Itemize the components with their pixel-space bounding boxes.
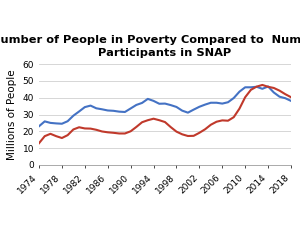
Participants in SNAP	[243, 96, 247, 98]
Participants in SNAP	[261, 84, 264, 86]
People in Poverty	[54, 122, 58, 125]
Participants in SNAP	[37, 142, 41, 144]
Participants in SNAP	[180, 133, 184, 136]
Participants in SNAP	[186, 135, 190, 137]
People in Poverty	[215, 101, 218, 104]
Participants in SNAP	[106, 131, 110, 134]
People in Poverty	[123, 111, 127, 113]
Participants in SNAP	[158, 119, 161, 122]
People in Poverty	[77, 110, 81, 113]
Participants in SNAP	[140, 121, 144, 124]
People in Poverty	[238, 90, 241, 93]
People in Poverty	[272, 91, 276, 94]
People in Poverty	[60, 122, 64, 125]
Participants in SNAP	[66, 134, 69, 136]
Participants in SNAP	[43, 135, 46, 138]
People in Poverty	[163, 102, 167, 105]
Participants in SNAP	[169, 126, 172, 128]
People in Poverty	[249, 86, 253, 89]
Line: Participants in SNAP: Participants in SNAP	[39, 85, 291, 143]
Participants in SNAP	[175, 130, 178, 133]
People in Poverty	[266, 85, 270, 88]
Participants in SNAP	[249, 88, 253, 91]
People in Poverty	[169, 104, 172, 106]
Participants in SNAP	[238, 107, 241, 110]
Line: People in Poverty: People in Poverty	[39, 87, 291, 126]
People in Poverty	[83, 106, 87, 109]
People in Poverty	[72, 114, 75, 117]
People in Poverty	[186, 111, 190, 114]
Participants in SNAP	[100, 130, 104, 133]
People in Poverty	[89, 104, 92, 107]
People in Poverty	[140, 101, 144, 104]
People in Poverty	[112, 109, 115, 112]
Participants in SNAP	[123, 132, 127, 135]
Participants in SNAP	[192, 134, 195, 137]
People in Poverty	[117, 110, 121, 113]
People in Poverty	[37, 125, 41, 128]
People in Poverty	[232, 97, 236, 99]
People in Poverty	[129, 107, 132, 110]
People in Poverty	[220, 102, 224, 105]
Participants in SNAP	[49, 132, 52, 135]
People in Poverty	[198, 105, 201, 108]
People in Poverty	[49, 122, 52, 124]
Participants in SNAP	[83, 127, 87, 130]
People in Poverty	[135, 104, 138, 106]
Y-axis label: Millions of People: Millions of People	[7, 69, 17, 160]
Participants in SNAP	[163, 121, 167, 123]
People in Poverty	[289, 100, 293, 102]
Participants in SNAP	[255, 85, 258, 88]
Participants in SNAP	[60, 137, 64, 139]
People in Poverty	[152, 100, 155, 102]
People in Poverty	[43, 120, 46, 123]
People in Poverty	[192, 108, 195, 111]
Participants in SNAP	[152, 117, 155, 120]
Participants in SNAP	[289, 96, 293, 98]
Participants in SNAP	[272, 87, 276, 89]
People in Poverty	[261, 87, 264, 90]
People in Poverty	[209, 101, 213, 104]
Participants in SNAP	[278, 89, 281, 92]
People in Poverty	[106, 109, 110, 112]
Participants in SNAP	[215, 120, 218, 123]
Participants in SNAP	[209, 123, 213, 126]
Participants in SNAP	[112, 131, 115, 134]
Participants in SNAP	[198, 131, 201, 134]
People in Poverty	[243, 86, 247, 89]
Participants in SNAP	[94, 128, 98, 131]
People in Poverty	[180, 109, 184, 112]
People in Poverty	[66, 120, 69, 123]
Participants in SNAP	[284, 93, 287, 95]
Participants in SNAP	[220, 119, 224, 122]
Participants in SNAP	[54, 135, 58, 138]
Participants in SNAP	[77, 126, 81, 129]
People in Poverty	[255, 85, 258, 88]
People in Poverty	[175, 106, 178, 108]
People in Poverty	[284, 97, 287, 100]
Participants in SNAP	[146, 119, 150, 122]
Participants in SNAP	[226, 119, 230, 122]
Participants in SNAP	[266, 85, 270, 88]
Participants in SNAP	[89, 127, 92, 130]
People in Poverty	[278, 95, 281, 98]
Participants in SNAP	[72, 128, 75, 131]
People in Poverty	[146, 98, 150, 100]
Participants in SNAP	[135, 125, 138, 128]
Participants in SNAP	[117, 132, 121, 135]
People in Poverty	[100, 108, 104, 111]
Participants in SNAP	[203, 128, 207, 131]
People in Poverty	[94, 107, 98, 110]
People in Poverty	[203, 103, 207, 106]
Title: Number of People in Poverty Compared to  Number of
Participants in SNAP: Number of People in Poverty Compared to …	[0, 35, 300, 58]
Participants in SNAP	[232, 116, 236, 119]
People in Poverty	[226, 101, 230, 104]
Participants in SNAP	[129, 130, 132, 133]
People in Poverty	[158, 102, 161, 105]
